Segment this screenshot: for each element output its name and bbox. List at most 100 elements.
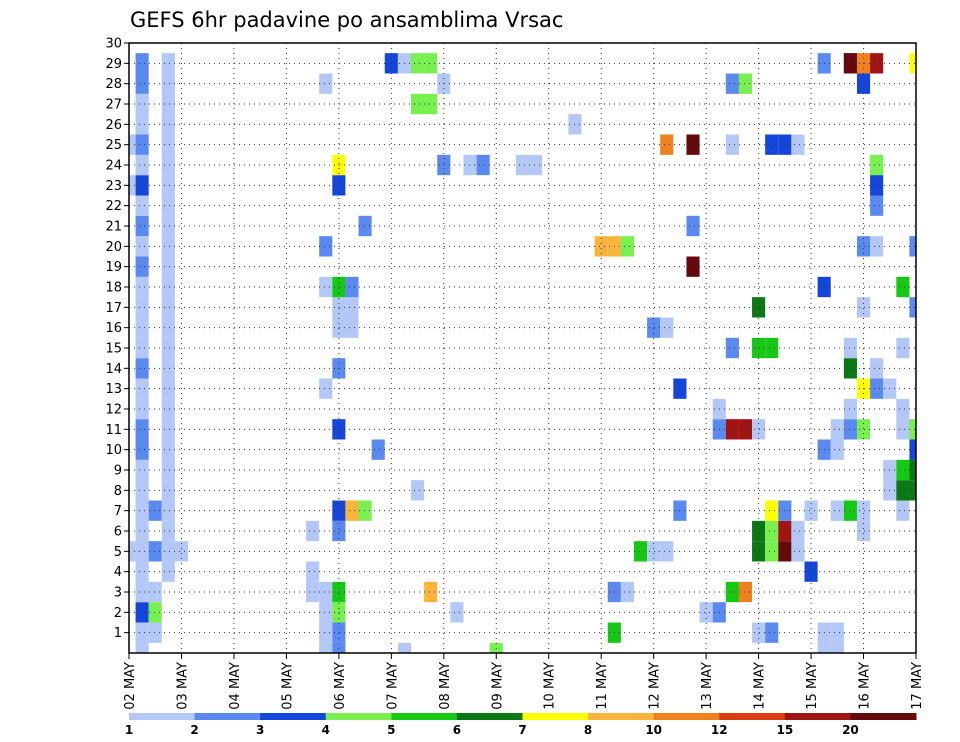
heatmap-cell bbox=[909, 480, 916, 501]
heatmap-cell bbox=[765, 541, 779, 562]
heatmap-cell bbox=[161, 236, 175, 257]
heatmap-cell bbox=[909, 419, 916, 440]
heatmap-cell bbox=[135, 500, 149, 521]
heatmap-cell bbox=[660, 317, 674, 338]
colorbar-label: 20 bbox=[842, 723, 859, 737]
heatmap-cell bbox=[135, 256, 149, 277]
x-tick-label: 15 MAY bbox=[805, 662, 820, 710]
heatmap-cell bbox=[515, 154, 530, 176]
y-axis-ticks: 1234567891011121314151617181920212223242… bbox=[105, 37, 129, 641]
heatmap-cell bbox=[135, 114, 149, 135]
y-tick-label: 17 bbox=[105, 301, 122, 316]
heatmap-cell bbox=[319, 236, 333, 257]
heatmap-cell bbox=[161, 561, 175, 582]
heatmap-cell bbox=[752, 622, 766, 643]
heatmap-cell bbox=[161, 541, 175, 562]
y-tick-label: 7 bbox=[114, 504, 122, 519]
heatmap-cell bbox=[830, 439, 844, 460]
colorbar-swatch bbox=[850, 713, 917, 720]
heatmap-cell bbox=[896, 500, 910, 521]
heatmap-cell bbox=[161, 398, 175, 420]
heatmap-cell bbox=[135, 520, 149, 542]
heatmap-cell bbox=[909, 459, 916, 481]
heatmap-cell bbox=[896, 459, 910, 481]
heatmap-cell bbox=[161, 154, 175, 176]
x-tick-label: 02 MAY bbox=[123, 662, 138, 710]
heatmap-cell bbox=[319, 73, 333, 94]
colorbar-label: 2 bbox=[190, 723, 198, 737]
heatmap-cell bbox=[161, 195, 175, 216]
heatmap-cell bbox=[161, 439, 175, 460]
heatmap-cell bbox=[804, 500, 818, 521]
heatmap-cell bbox=[129, 541, 136, 562]
heatmap-cell bbox=[738, 73, 753, 94]
heatmap-cell bbox=[332, 500, 346, 521]
heatmap-cell bbox=[332, 419, 346, 440]
heatmap-cell bbox=[424, 581, 438, 603]
heatmap-cell bbox=[161, 256, 175, 277]
heatmap-cell bbox=[135, 297, 149, 318]
heatmap-cell bbox=[909, 439, 916, 460]
heatmap-cell bbox=[647, 541, 661, 562]
heatmap-cell bbox=[765, 500, 779, 521]
x-tick-label: 17 MAY bbox=[910, 662, 925, 710]
y-tick-label: 5 bbox=[114, 545, 122, 560]
y-tick-label: 26 bbox=[105, 118, 122, 133]
heatmap-cell bbox=[424, 93, 438, 115]
x-tick-label: 12 MAY bbox=[648, 662, 663, 710]
heatmap-cell bbox=[148, 500, 162, 521]
y-tick-label: 3 bbox=[114, 586, 122, 601]
heatmap-cell bbox=[174, 541, 189, 562]
heatmap-cell bbox=[830, 419, 844, 440]
heatmap-cell bbox=[161, 459, 175, 481]
x-tick-label: 11 MAY bbox=[595, 662, 610, 710]
heatmap-cell bbox=[804, 561, 818, 582]
heatmap-cell bbox=[752, 419, 766, 440]
y-tick-label: 22 bbox=[105, 199, 122, 214]
y-tick-label: 9 bbox=[114, 464, 122, 479]
heatmap-cell bbox=[870, 236, 884, 257]
heatmap-cell bbox=[332, 175, 346, 196]
heatmap-cell bbox=[332, 297, 346, 318]
heatmap-cell bbox=[476, 154, 490, 176]
colorbar-label: 5 bbox=[387, 723, 395, 737]
heatmap-cell bbox=[358, 215, 372, 237]
heatmap-cell bbox=[332, 622, 346, 643]
heatmap-cell bbox=[647, 317, 661, 338]
y-tick-label: 19 bbox=[105, 260, 122, 275]
heatmap-cell bbox=[686, 134, 700, 155]
heatmap-cell bbox=[161, 480, 175, 501]
heatmap-cell bbox=[843, 337, 857, 359]
heatmap-cell bbox=[529, 154, 543, 176]
heatmap-cell bbox=[791, 134, 805, 155]
heatmap-cell bbox=[725, 337, 739, 359]
heatmap-cell bbox=[660, 134, 674, 155]
heatmap-cell bbox=[856, 419, 871, 440]
y-tick-label: 21 bbox=[105, 220, 122, 235]
heatmap-cell bbox=[699, 602, 713, 623]
heatmap-cell bbox=[161, 175, 175, 196]
y-tick-label: 16 bbox=[105, 321, 122, 336]
heatmap-cell bbox=[135, 419, 149, 440]
y-tick-label: 15 bbox=[105, 342, 122, 357]
heatmap-cell bbox=[345, 500, 359, 521]
y-tick-label: 10 bbox=[105, 443, 122, 458]
heatmap-cell bbox=[319, 602, 333, 623]
colorbar-label: 15 bbox=[776, 723, 793, 737]
heatmap-cell bbox=[489, 642, 503, 653]
heatmap-cell bbox=[856, 520, 871, 542]
heatmap-cell bbox=[843, 53, 857, 74]
heatmap-cell bbox=[135, 398, 149, 420]
colorbar-label: 6 bbox=[453, 723, 461, 737]
colorbar: 1 2 3 4 5 6 7 8 10 12 15 20 bbox=[125, 713, 917, 737]
y-tick-label: 2 bbox=[114, 606, 122, 621]
heatmap-cell bbox=[725, 419, 739, 440]
heatmap-cell bbox=[843, 398, 857, 420]
colorbar-swatch bbox=[456, 713, 523, 720]
heatmap-cell bbox=[332, 520, 346, 542]
y-tick-label: 18 bbox=[105, 281, 122, 296]
heatmap-cell bbox=[424, 53, 438, 74]
colorbar-label: 1 bbox=[125, 723, 133, 737]
heatmap-cell bbox=[135, 236, 149, 257]
heatmap-cell bbox=[686, 215, 700, 237]
